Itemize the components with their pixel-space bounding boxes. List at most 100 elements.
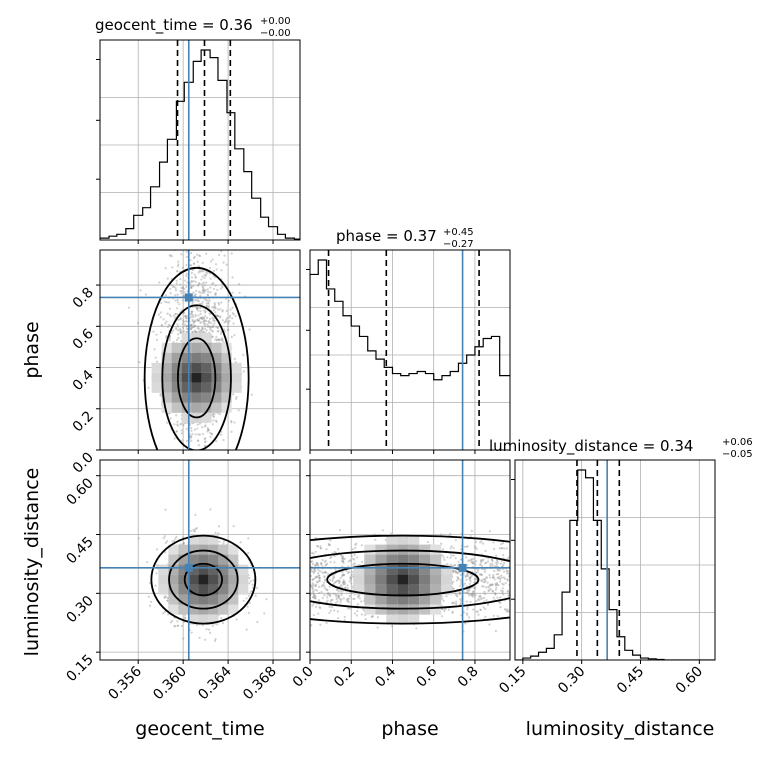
sample-point: [169, 315, 172, 318]
sample-point: [194, 330, 197, 334]
density-cell: [158, 584, 169, 595]
sample-point: [337, 579, 340, 582]
sample-point: [450, 545, 453, 548]
sample-point: [179, 329, 183, 332]
sample-point: [497, 577, 500, 580]
sample-point: [483, 580, 486, 584]
sample-point: [337, 594, 340, 597]
sample-point: [324, 570, 327, 573]
sample-point: [458, 592, 462, 595]
sample-point: [155, 338, 159, 341]
sample-point: [137, 537, 140, 540]
contour-line: [143, 266, 250, 450]
sample-point: [181, 286, 185, 289]
sample-point: [210, 432, 213, 435]
sample-point: [312, 602, 315, 605]
sample-point: [477, 599, 480, 602]
sample-point: [331, 579, 334, 582]
sample-point: [482, 596, 486, 599]
sample-point: [207, 428, 210, 432]
density-cell: [419, 544, 431, 555]
sample-point: [469, 535, 472, 538]
sample-point: [496, 615, 499, 618]
sample-point: [346, 607, 350, 610]
sample-point: [196, 308, 199, 311]
sample-point: [328, 611, 331, 614]
sample-point: [220, 337, 224, 340]
x-tick-label: 0.356: [105, 663, 145, 703]
density-cell: [408, 604, 420, 615]
sample-point: [168, 337, 171, 340]
sample-point: [352, 597, 355, 601]
sample-point: [175, 279, 178, 282]
sample-point: [353, 558, 356, 561]
sample-point: [328, 593, 331, 597]
sample-point: [341, 573, 345, 576]
sample-point: [199, 321, 202, 325]
sample-point: [465, 578, 468, 581]
sample-point: [473, 595, 476, 598]
sample-point: [203, 425, 207, 428]
sample-point: [478, 573, 482, 576]
panel-frame: [99, 249, 301, 451]
sample-point: [155, 333, 158, 336]
sample-point: [166, 325, 170, 328]
sample-point: [313, 577, 316, 581]
sample-point: [491, 564, 494, 568]
sample-point: [329, 595, 332, 598]
sample-point: [499, 606, 502, 609]
sample-point: [163, 300, 167, 303]
sample-point: [197, 271, 200, 274]
sample-point: [190, 325, 193, 328]
sample-point: [204, 440, 207, 443]
density-cell: [161, 352, 172, 363]
sample-point: [155, 548, 159, 551]
sample-point: [231, 306, 234, 309]
sample-point: [201, 316, 204, 319]
sample-point: [165, 335, 168, 338]
sample-point: [226, 320, 229, 323]
sample-point: [234, 360, 237, 364]
sample-point: [452, 554, 455, 557]
sample-point: [204, 437, 207, 440]
sample-point: [452, 580, 455, 584]
sample-point: [341, 555, 344, 558]
sample-point: [185, 330, 188, 333]
sample-point: [250, 393, 253, 396]
sample-point: [319, 606, 322, 610]
sample-point: [340, 592, 343, 595]
sample-point: [332, 574, 335, 577]
sample-point: [314, 596, 317, 599]
sample-point: [480, 573, 483, 576]
sample-point: [190, 429, 193, 432]
sample-point: [192, 284, 195, 288]
sample-point: [214, 293, 217, 296]
x-tick-label: 0.45: [614, 664, 647, 697]
x-tick-label: 0.30: [555, 664, 588, 697]
sample-point: [199, 270, 202, 273]
density-cell: [201, 372, 212, 383]
sample-point: [502, 593, 505, 596]
sample-point: [231, 312, 234, 315]
sample-point: [486, 581, 489, 584]
sample-point: [466, 608, 469, 611]
sample-point: [326, 589, 329, 592]
density-cell: [364, 554, 376, 565]
sample-point: [213, 305, 216, 308]
sample-point: [204, 325, 207, 328]
sample-point: [323, 594, 326, 597]
sample-point: [467, 577, 471, 580]
density-cell: [408, 614, 420, 625]
sample-point: [504, 577, 507, 580]
sample-point: [474, 546, 477, 549]
density-cell: [419, 554, 431, 565]
sample-point: [316, 544, 319, 548]
density-cell: [168, 544, 179, 555]
sample-point: [202, 318, 206, 321]
sample-point: [346, 584, 349, 587]
sample-point: [343, 580, 346, 583]
sample-point: [228, 316, 231, 319]
sample-point: [222, 328, 226, 331]
sample-point: [163, 610, 167, 613]
sample-point: [451, 601, 455, 604]
